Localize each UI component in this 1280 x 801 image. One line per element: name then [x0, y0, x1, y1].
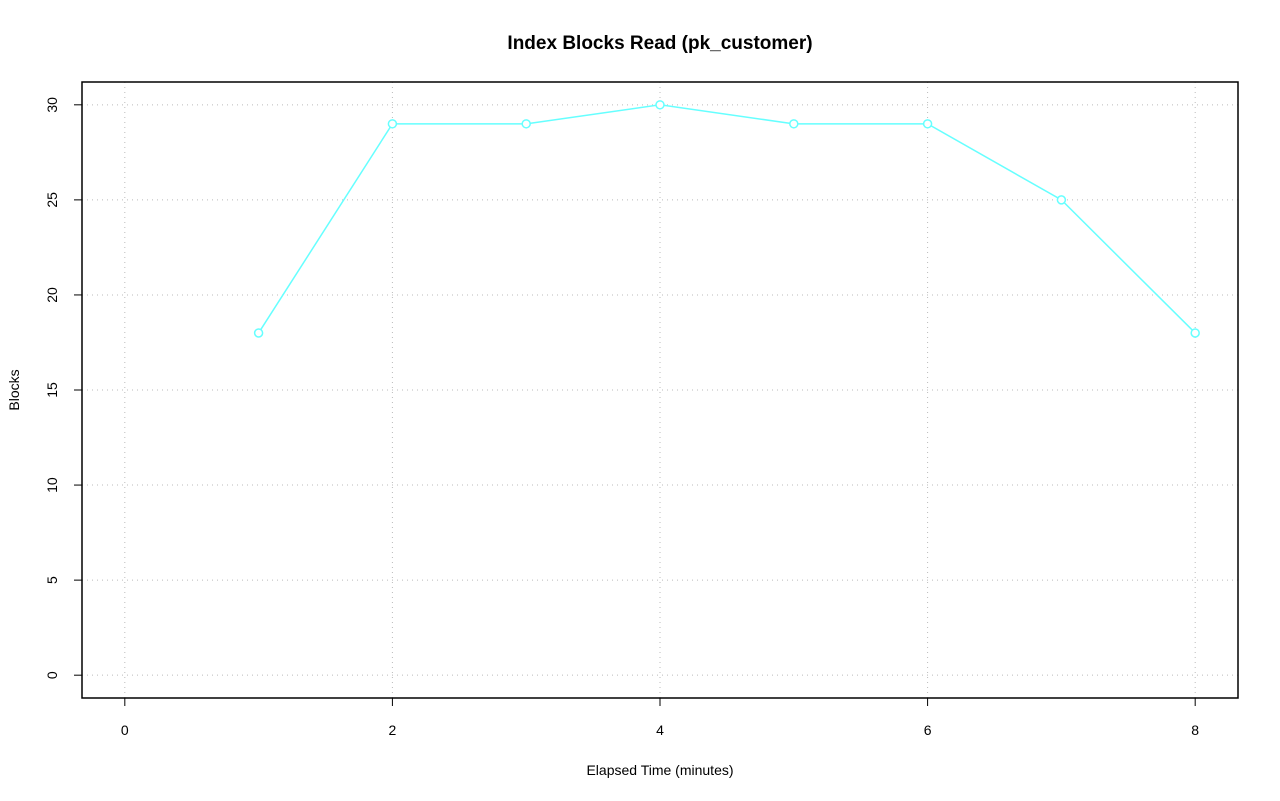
point	[387, 119, 398, 129]
chart-title: Index Blocks Read (pk_customer)	[507, 33, 812, 54]
x-tick-label: 2	[389, 722, 397, 738]
y-tick-label: 25	[44, 192, 60, 208]
point	[789, 119, 799, 129]
point	[1190, 328, 1200, 338]
point	[1056, 195, 1067, 205]
y-tick-label: 10	[44, 477, 60, 493]
x-tick-label: 4	[656, 722, 664, 738]
y-tick-label: 15	[44, 382, 60, 398]
y-tick-label: 20	[44, 287, 60, 303]
point	[253, 328, 264, 338]
point	[521, 119, 531, 129]
y-tick-label: 5	[44, 576, 60, 584]
x-tick-label: 0	[121, 722, 129, 738]
plot-frame	[81, 81, 1239, 699]
y-axis-label: Blocks	[6, 369, 22, 410]
point	[655, 100, 665, 110]
line	[257, 104, 1196, 334]
y-tick-label: 30	[44, 97, 60, 113]
point	[922, 119, 933, 129]
x-tick-label: 6	[924, 722, 932, 738]
x-tick-label: 8	[1191, 722, 1199, 738]
x-axis-label: Elapsed Time (minutes)	[586, 762, 733, 778]
y-tick-label: 0	[44, 671, 60, 679]
